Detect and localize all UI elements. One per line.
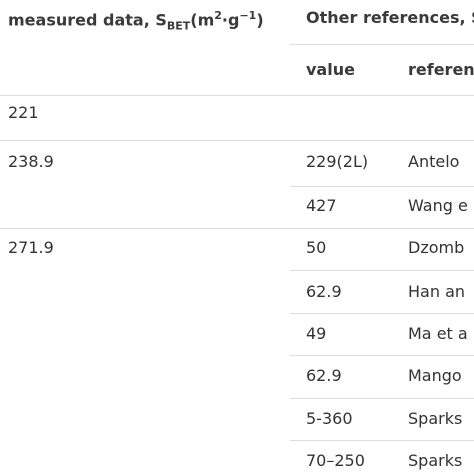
subheader-value: value xyxy=(306,60,355,79)
rule xyxy=(290,398,474,399)
measured-cell: 221 xyxy=(8,103,39,122)
rule xyxy=(290,355,474,356)
subheader-reference: referen xyxy=(408,60,474,79)
rule xyxy=(0,228,474,229)
reference-cell: Sparks xyxy=(408,451,463,470)
header-text: ) xyxy=(256,10,264,30)
value-cell: 427 xyxy=(306,196,337,215)
rule xyxy=(0,140,474,141)
value-cell: 5-360 xyxy=(306,409,353,428)
header-text: (m xyxy=(190,10,215,30)
rule xyxy=(290,440,474,441)
value-cell: 49 xyxy=(306,324,327,343)
header-other: Other references, S xyxy=(306,8,474,27)
rule xyxy=(290,313,474,314)
rule xyxy=(290,270,474,271)
reference-cell: Antelo xyxy=(408,152,460,171)
value-cell: 50 xyxy=(306,238,327,257)
reference-cell: Mango xyxy=(408,366,462,385)
header-sup: 2 xyxy=(214,9,222,22)
header-text: measured data, S xyxy=(8,10,167,30)
header-measured: measured data, SBET(m2·g−1) xyxy=(8,6,264,37)
header-sup: −1 xyxy=(239,9,257,22)
reference-cell: Wang e xyxy=(408,196,468,215)
reference-cell: Ma et a xyxy=(408,324,468,343)
value-cell: 62.9 xyxy=(306,282,342,301)
header-sub: BET xyxy=(166,19,191,33)
reference-cell: Sparks xyxy=(408,409,463,428)
rule xyxy=(290,44,474,45)
value-cell: 229(2L) xyxy=(306,152,369,171)
measured-cell: 271.9 xyxy=(8,238,54,257)
measured-cell: 238.9 xyxy=(8,152,54,171)
rule xyxy=(0,95,474,96)
value-cell: 62.9 xyxy=(306,366,342,385)
header-text: ·g xyxy=(221,10,240,30)
reference-cell: Dzomb xyxy=(408,238,465,257)
rule xyxy=(290,186,474,187)
reference-cell: Han an xyxy=(408,282,466,301)
value-cell: 70–250 xyxy=(306,451,365,470)
